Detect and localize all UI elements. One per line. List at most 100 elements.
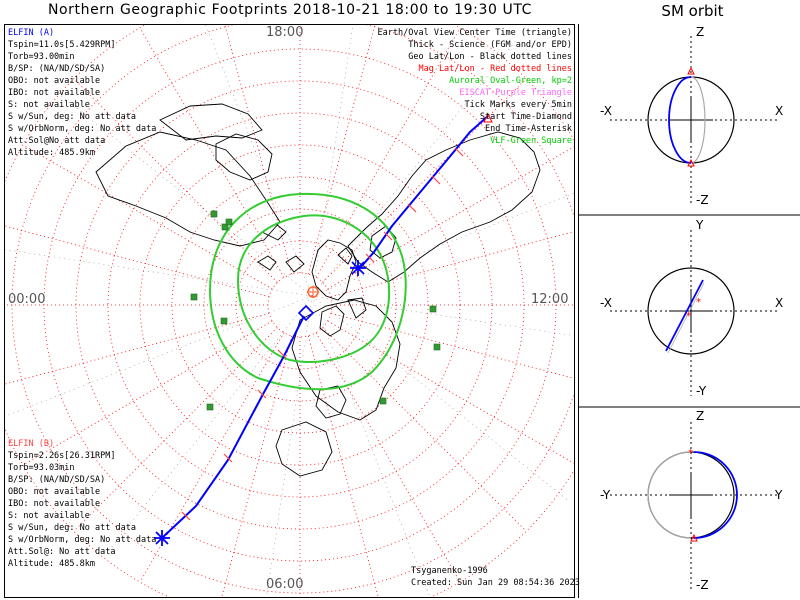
mag-lon-spoke xyxy=(307,25,376,275)
elfin-b-line: S: not available xyxy=(8,511,90,521)
hour-label-right: 12:00 xyxy=(531,292,569,307)
vlf-square xyxy=(190,293,198,301)
hour-label-top: 18:00 xyxy=(266,25,304,40)
elfin-a-end-asterisk xyxy=(350,260,366,276)
hour-label-bottom: 06:00 xyxy=(266,577,304,592)
mag-lon-spoke xyxy=(73,327,278,532)
mag-lon-spoke xyxy=(327,320,574,464)
elfin-b-track xyxy=(154,304,315,546)
sm-axis-label: X xyxy=(775,104,784,118)
legend-item: Tick Marks every 5min xyxy=(464,100,572,110)
elfin-b-line: Att.Sol@: No att data xyxy=(8,547,116,557)
legend-item: EISCAT-Purple Triangle xyxy=(459,88,572,98)
siberia-east xyxy=(159,103,263,141)
elfin-a-line: IBO: not available xyxy=(8,88,101,98)
sm-orbit-title: SM orbit xyxy=(661,2,724,20)
elfin-a-line: S w/OrbNorm, deg: No att data xyxy=(8,124,157,134)
page-title: Northern Geographic Footprints 2018-10-2… xyxy=(47,2,533,18)
auroral-oval xyxy=(208,192,407,391)
mag-lon-spoke xyxy=(73,78,278,283)
geo-lon-line xyxy=(311,25,354,297)
mag-lon-spoke xyxy=(5,312,270,385)
geo-lon-line xyxy=(105,295,313,555)
north-america xyxy=(291,299,401,421)
canadian-archipelago xyxy=(319,247,367,337)
mag-longitude-spokes xyxy=(5,25,574,597)
geo-grid xyxy=(5,25,574,597)
geo-lon-line xyxy=(311,37,519,297)
vlf-square xyxy=(210,210,218,218)
geo-lon-line xyxy=(205,25,313,297)
elfin-b-line: IBO: not available xyxy=(8,499,101,509)
mag-lon-spoke xyxy=(22,144,273,290)
footprint-map-frame xyxy=(4,24,575,598)
geo-lon-line xyxy=(311,295,431,597)
sm-panel-xz xyxy=(610,36,780,204)
elfin-a-line: OBO: not available xyxy=(8,76,101,86)
eurasia xyxy=(347,131,541,283)
legend: Earth/Oval View Center Time (triangle) T… xyxy=(378,27,572,147)
elfin-b-line: Torb=93.03min xyxy=(8,463,75,473)
sm-axis-label: -X xyxy=(600,104,612,118)
sm-panel-xy: * * xyxy=(610,230,780,396)
sm-panel-yz: * xyxy=(610,422,780,590)
elfin-b-line: Altitude: 485.8km xyxy=(8,559,95,569)
elfin-b-name: ELFIN (B) xyxy=(8,439,55,449)
sm-axis-label: Z xyxy=(696,409,705,423)
vlf-square xyxy=(220,317,228,325)
mag-lon-spoke xyxy=(330,231,574,298)
geo-lon-line xyxy=(311,295,574,336)
sm-axis-label: Y xyxy=(775,488,783,502)
elfin-a-line: Att.Sol@No att data xyxy=(8,136,106,146)
elfin-b-line: S w/OrbNorm, deg: No att data xyxy=(8,535,157,545)
vlf-square xyxy=(379,397,387,405)
north-asia xyxy=(95,131,281,247)
legend-item: Start Time-Diamond xyxy=(479,112,572,122)
mag-lon-spoke xyxy=(322,327,527,532)
elfin-a-line: B/SP: (NA/ND/SD/SA) xyxy=(8,64,106,74)
mag-lon-spoke xyxy=(5,225,270,298)
mag-lon-spoke xyxy=(315,332,461,583)
mag-lon-spoke xyxy=(322,78,527,283)
mag-lon-spoke xyxy=(224,25,293,275)
elfin-a-info: ELFIN (A) Tspin=11.0s[5.429RPM] Torb=93.… xyxy=(8,27,156,159)
mag-lon-spoke xyxy=(221,335,293,597)
created-label: Created: Sun Jan 29 08:54:36 2023 xyxy=(411,578,580,588)
vlf-square xyxy=(221,223,229,231)
iceland-region xyxy=(257,255,277,271)
oval-outer xyxy=(208,192,407,391)
legend-item: End Time-Asterisk xyxy=(485,124,572,134)
legend-item: Earth/Oval View Center Time (triangle) xyxy=(377,28,572,38)
mag-lon-spoke xyxy=(139,27,285,278)
alaska xyxy=(215,133,273,181)
vlf-square xyxy=(433,343,441,351)
elfin-b-end-asterisk xyxy=(154,530,170,546)
southwest-land xyxy=(275,421,333,477)
legend-item: Thick - Science (FGM and/or EPD) xyxy=(408,40,572,50)
legend-item: Auroral Oval-Green, kp=2 xyxy=(449,76,572,86)
sm-axis-label: Y xyxy=(696,218,704,232)
elfin-a-line: Torb=93.00min xyxy=(8,52,75,62)
vlf-square xyxy=(225,218,233,226)
sm-axis-label: -X xyxy=(600,296,612,310)
elfin-a-line: S w/Sun, deg: No att data xyxy=(8,112,136,122)
elfin-b-line: OBO: not available xyxy=(8,487,101,497)
model-label: Tsyganenko-1996 xyxy=(411,566,488,576)
elfin-b-line: B/SP: (NA/ND/SD/SA) xyxy=(8,475,106,485)
mag-lon-spoke xyxy=(315,27,461,278)
sm-axis-label: X xyxy=(775,296,784,310)
sm-orbit-frame xyxy=(578,24,800,598)
geo-lon-line xyxy=(53,89,313,297)
elfin-b-line: S w/Sun, deg: No att data xyxy=(8,523,136,533)
elfin-b-start-diamond xyxy=(297,304,315,322)
eiscat-marker xyxy=(307,286,319,298)
hour-label-left: 00:00 xyxy=(8,292,46,307)
geo-lon-line xyxy=(311,192,574,297)
geo-lon-line xyxy=(266,295,313,597)
sm-axis-label: Z xyxy=(696,25,705,39)
sm-axis-label: -Y xyxy=(696,384,707,398)
geo-lon-line xyxy=(311,295,571,503)
sm-axis-label: -Z xyxy=(696,193,709,207)
